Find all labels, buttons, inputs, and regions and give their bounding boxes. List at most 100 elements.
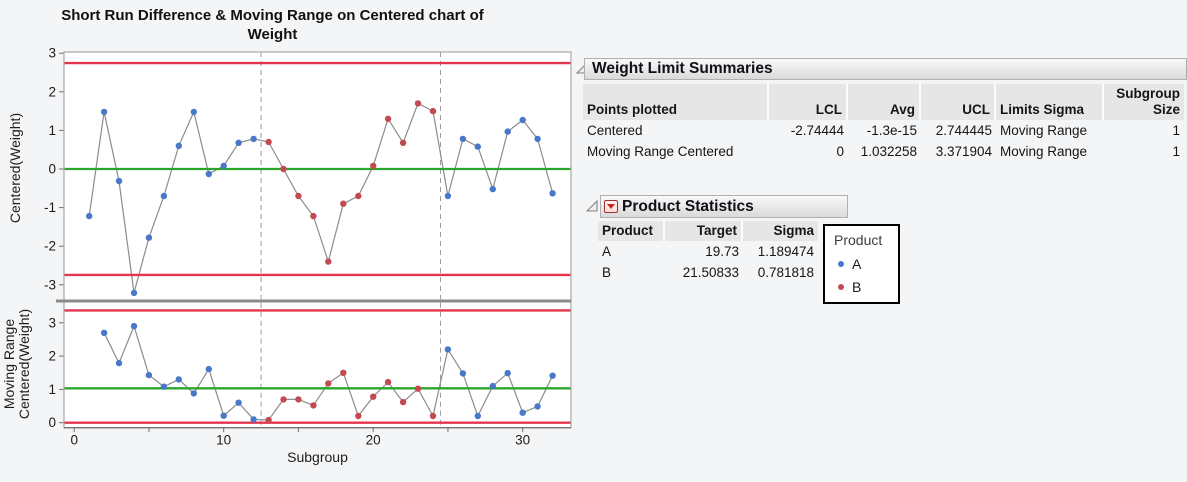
- red-triangle-glyph: [607, 204, 615, 209]
- moving-range-data-point[interactable]: [429, 412, 437, 420]
- centered-data-point[interactable]: [474, 143, 481, 150]
- moving-range-data-point[interactable]: [250, 416, 257, 423]
- centered-data-point[interactable]: [310, 212, 317, 220]
- cell-avg: 1.032258: [860, 144, 917, 159]
- moving-range-data-point[interactable]: [220, 412, 227, 419]
- cell-ucl: 2.744445: [935, 123, 992, 138]
- cell-limits-sigma: Moving Range: [1000, 144, 1088, 159]
- centered-data-point[interactable]: [220, 162, 227, 170]
- red-triangle-menu-icon[interactable]: [604, 200, 618, 213]
- centered-data-point[interactable]: [205, 170, 212, 178]
- col-ucl: UCL: [921, 84, 996, 120]
- moving-range-data-point[interactable]: [534, 403, 541, 410]
- moving-range-data-point[interactable]: [130, 322, 138, 330]
- plot-background: [64, 52, 571, 428]
- moving-range-data-point[interactable]: [280, 396, 287, 403]
- centered-data-point[interactable]: [86, 212, 93, 220]
- centered-data-point[interactable]: [549, 190, 556, 197]
- centered-data-point[interactable]: [504, 128, 511, 135]
- centered-data-point[interactable]: [130, 289, 138, 297]
- cell-product: B: [602, 265, 612, 280]
- centered-data-point[interactable]: [325, 258, 332, 265]
- moving-range-data-point[interactable]: [295, 396, 302, 403]
- centered-data-point[interactable]: [250, 135, 257, 143]
- moving-range-data-point[interactable]: [504, 369, 511, 377]
- moving-range-data-point[interactable]: [100, 329, 108, 336]
- moving-range-data-point[interactable]: [459, 370, 467, 377]
- centered-data-point[interactable]: [399, 139, 407, 146]
- moving-range-data-point[interactable]: [474, 412, 481, 420]
- weight-limit-summaries-title: Weight Limit Summaries: [592, 60, 773, 77]
- y-tick-label: 3: [48, 46, 56, 61]
- legend-title: Product: [834, 232, 883, 248]
- centered-data-point[interactable]: [355, 192, 362, 200]
- cell-subgroup-size: 1: [1172, 123, 1180, 138]
- moving-range-data-point[interactable]: [310, 402, 317, 409]
- centered-data-point[interactable]: [489, 185, 496, 193]
- weight-limit-summaries-header[interactable]: Weight Limit Summaries: [584, 58, 1187, 80]
- centered-data-point[interactable]: [265, 138, 272, 146]
- centered-data-point[interactable]: [444, 192, 452, 200]
- moving-range-data-point[interactable]: [145, 371, 153, 379]
- centered-data-point[interactable]: [145, 234, 153, 241]
- product-statistics-title: Product Statistics: [622, 197, 754, 215]
- cell-product: A: [602, 244, 612, 259]
- centered-data-point[interactable]: [160, 192, 168, 200]
- centered-data-point[interactable]: [235, 139, 242, 146]
- moving-range-data-point[interactable]: [160, 383, 168, 390]
- centered-data-point[interactable]: [459, 135, 467, 143]
- limit-summaries-header-row: Points plotted LCL Avg UCL Limits Sigma …: [583, 84, 1184, 120]
- centered-data-point[interactable]: [370, 162, 377, 170]
- centered-data-point[interactable]: [190, 108, 197, 116]
- centered-data-point[interactable]: [175, 142, 182, 149]
- col-points-plotted: Points plotted: [583, 84, 769, 120]
- moving-range-axis-title: Moving Range: [1, 319, 17, 409]
- table-row-product-b: B 21.50833 0.781818: [598, 262, 818, 283]
- disclosure-icon-product-statistics[interactable]: [585, 199, 598, 212]
- y-tick-label: -2: [44, 239, 56, 254]
- cell-points-plotted: Moving Range Centered: [587, 144, 734, 159]
- centered-data-point[interactable]: [534, 135, 541, 143]
- product-legend: Product A B: [823, 224, 900, 304]
- moving-range-data-point[interactable]: [519, 409, 526, 416]
- centered-data-point[interactable]: [295, 192, 302, 200]
- moving-range-data-point[interactable]: [414, 385, 422, 392]
- moving-range-data-point[interactable]: [190, 390, 197, 397]
- centered-data-point[interactable]: [340, 200, 347, 207]
- legend-item-b[interactable]: B: [834, 279, 898, 295]
- moving-range-data-point[interactable]: [399, 398, 407, 406]
- table-row-moving-range-centered: Moving Range Centered 0 1.032258 3.37190…: [583, 141, 1184, 162]
- cell-ucl: 3.371904: [935, 144, 992, 159]
- centered-data-point[interactable]: [519, 116, 526, 124]
- moving-range-data-point[interactable]: [265, 416, 272, 424]
- moving-range-data-point[interactable]: [549, 372, 556, 379]
- moving-range-data-point[interactable]: [235, 399, 242, 406]
- cell-limits-sigma: Moving Range: [1000, 123, 1088, 138]
- x-tick-label: 10: [216, 433, 231, 448]
- centered-data-point[interactable]: [100, 108, 108, 116]
- y-tick-label: 0: [48, 162, 56, 177]
- moving-range-data-point[interactable]: [489, 382, 496, 390]
- product-b-marker-icon: [838, 284, 844, 290]
- x-tick-label: 30: [515, 433, 530, 448]
- moving-range-data-point[interactable]: [325, 380, 332, 387]
- chart-title-line1: Short Run Difference & Moving Range on C…: [61, 7, 484, 24]
- moving-range-data-point[interactable]: [370, 393, 377, 400]
- product-a-marker-icon: [838, 261, 844, 267]
- legend-item-a[interactable]: A: [834, 256, 898, 272]
- legend-item-label: B: [852, 279, 862, 295]
- centered-data-point[interactable]: [414, 100, 422, 107]
- centered-data-point[interactable]: [429, 107, 437, 115]
- moving-range-data-point[interactable]: [340, 369, 347, 376]
- moving-range-data-point[interactable]: [384, 378, 392, 386]
- centered-data-point[interactable]: [384, 115, 392, 123]
- moving-range-data-point[interactable]: [444, 346, 452, 353]
- moving-range-data-point[interactable]: [115, 359, 123, 367]
- moving-range-data-point[interactable]: [205, 365, 212, 373]
- moving-range-data-point[interactable]: [355, 412, 362, 420]
- centered-data-point[interactable]: [115, 177, 123, 185]
- legend-item-label: A: [852, 256, 862, 272]
- centered-data-point[interactable]: [280, 165, 287, 173]
- product-statistics-header[interactable]: Product Statistics: [600, 195, 848, 218]
- moving-range-data-point[interactable]: [175, 376, 182, 383]
